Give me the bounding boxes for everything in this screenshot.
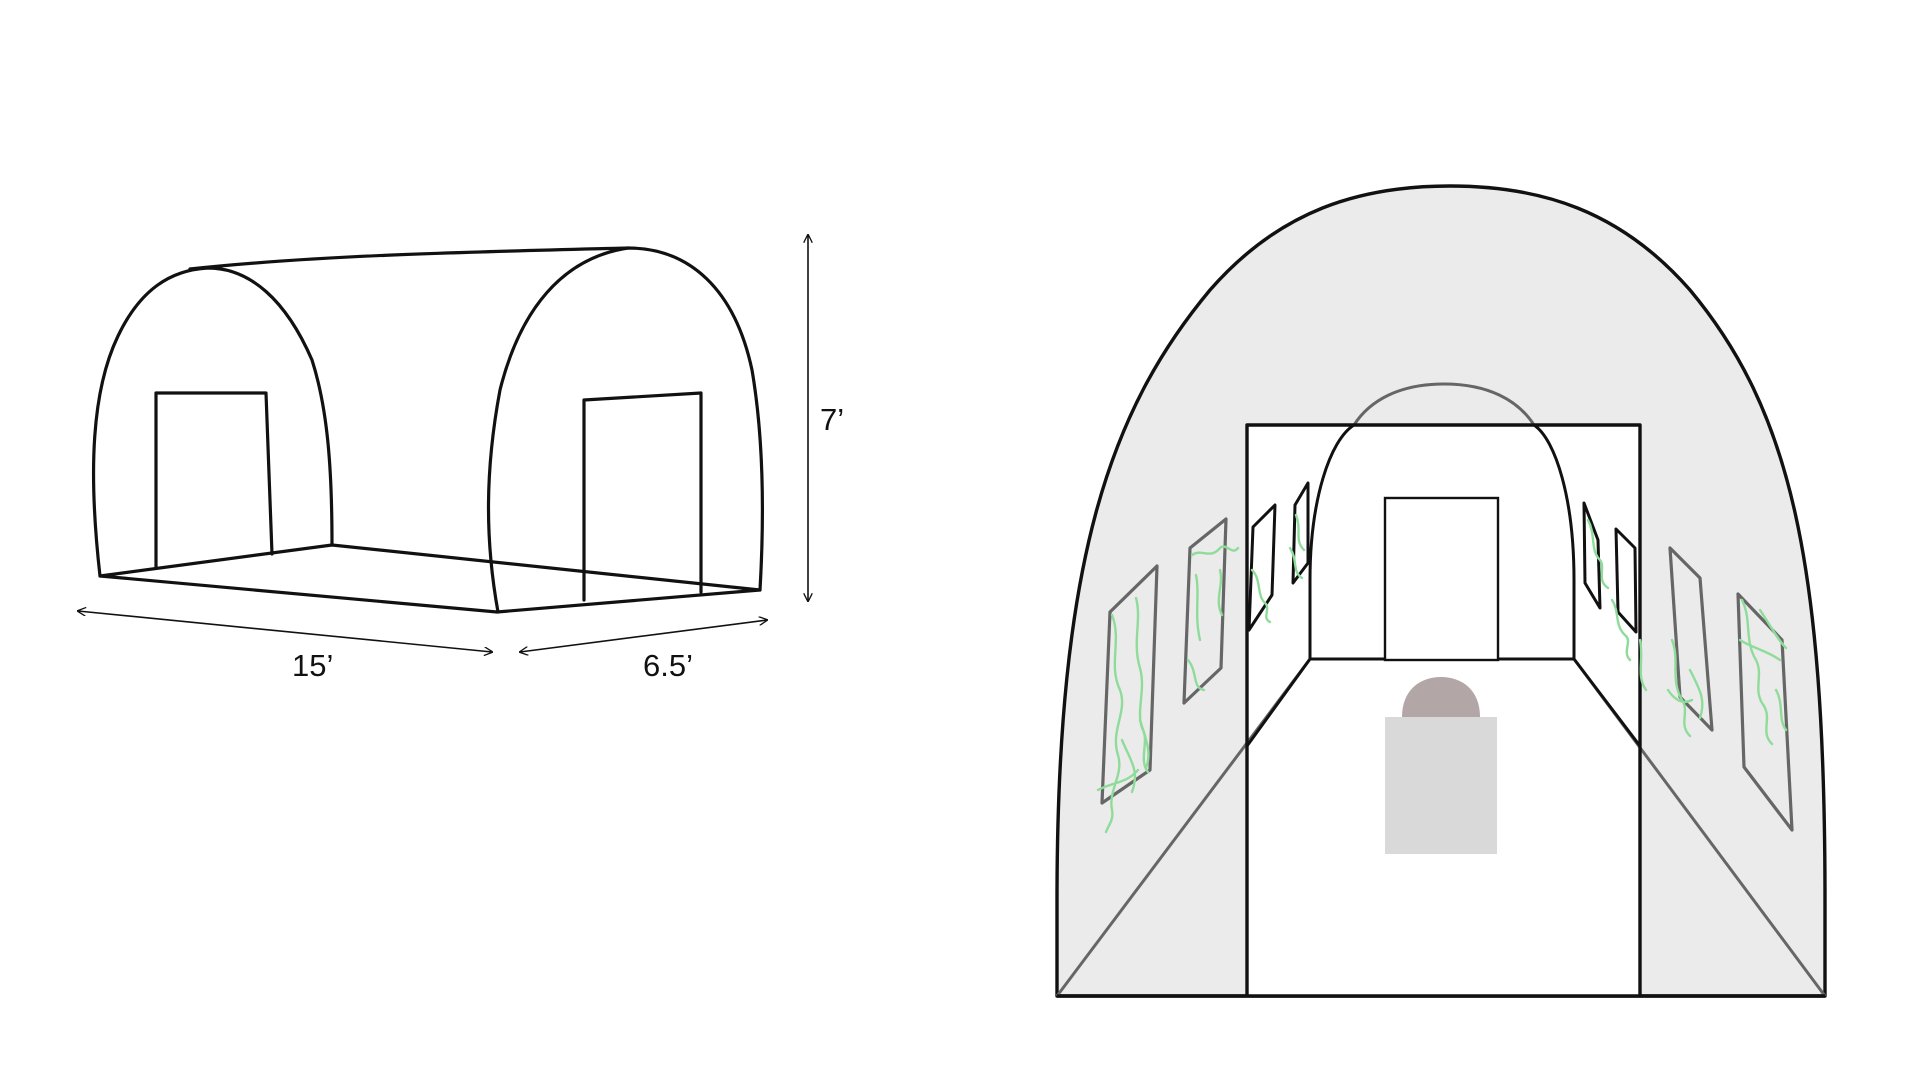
length-label: 15’ [292, 648, 333, 683]
floor-outline [98, 543, 762, 614]
greenhouse-3d-outline [91, 246, 764, 614]
plant-vines [1096, 513, 1788, 834]
length-arrow [78, 611, 492, 652]
planter-right-4 [1736, 592, 1794, 832]
back-door [582, 391, 703, 602]
planter-left-1 [1100, 564, 1159, 805]
inner-arch [1308, 423, 1576, 659]
front-arch [91, 266, 334, 578]
roof-ridge [188, 246, 630, 271]
back-arch [486, 246, 764, 614]
planter-left-3 [1247, 503, 1277, 632]
front-door [154, 391, 274, 569]
planter-right-2 [1614, 527, 1638, 634]
back-door-view [1383, 496, 1500, 662]
table [1385, 717, 1497, 854]
pot [1402, 677, 1480, 717]
greenhouse-interior-view [1055, 184, 1827, 998]
dimension-arrows [78, 235, 808, 652]
planter-left-2 [1182, 517, 1228, 705]
width-arrow [520, 620, 767, 652]
planter-right-1 [1582, 501, 1602, 610]
planter-right-3 [1668, 546, 1714, 732]
width-label: 6.5’ [643, 648, 693, 683]
height-label: 7’ [820, 402, 844, 437]
front-frame [1245, 423, 1642, 996]
back-arch-inner [1352, 382, 1536, 426]
